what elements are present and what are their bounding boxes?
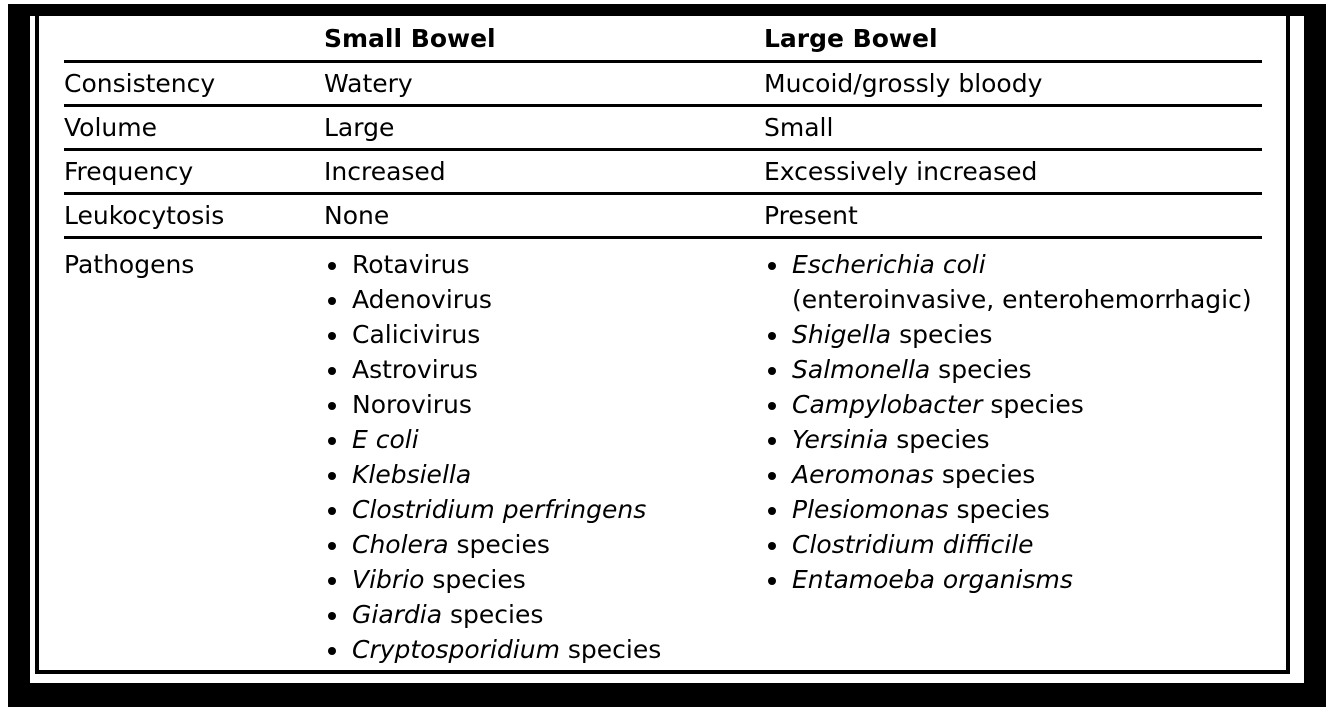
pathogen-suffix: species — [424, 565, 526, 594]
pathogen-item: Plesiomonas species — [764, 492, 1262, 527]
table-row-volume: Volume Large Small — [64, 107, 1262, 151]
pathogen-note: (enteroinvasive, enterohemorrhagic) — [792, 285, 1252, 314]
pathogen-item: Clostridium difficile — [764, 527, 1262, 562]
pathogen-item: Vibrio species — [324, 562, 764, 597]
large-bowel-value: Mucoid/grossly bloody — [764, 69, 1043, 98]
pathogen-item: Cryptosporidium species — [324, 632, 764, 667]
pathogen-name: Escherichia coli — [792, 250, 986, 279]
pathogen-name: Giardia — [352, 600, 443, 629]
pathogen-name: Salmonella — [792, 355, 931, 384]
large-bowel-pathogen-list: Escherichia coli (enteroinvasive, enteroh… — [764, 247, 1262, 597]
small-bowel-pathogen-list: Rotavirus Adenovirus Calicivirus Astrovirus… — [324, 247, 764, 667]
pathogen-item: Aeromonas species — [764, 457, 1262, 492]
pathogen-item: Calicivirus — [324, 317, 764, 352]
row-label: Volume — [64, 113, 157, 142]
small-bowel-value: Watery — [324, 69, 413, 98]
header-large-bowel: Large Bowel — [764, 24, 938, 53]
table-header-row: Small Bowel Large Bowel — [64, 20, 1262, 63]
pathogen-suffix: species — [948, 495, 1050, 524]
pathogen-suffix: Calicivirus — [352, 320, 481, 349]
table-row-consistency: Consistency Watery Mucoid/grossly bloody — [64, 63, 1262, 107]
pathogen-item: Astrovirus — [324, 352, 764, 387]
pathogen-item: E coli — [324, 422, 764, 457]
pathogen-suffix: Norovirus — [352, 390, 472, 419]
pathogen-item: Norovirus — [324, 387, 764, 422]
pathogen-item: Cholera species — [324, 527, 764, 562]
pathogen-item: Campylobacter species — [764, 387, 1262, 422]
pathogen-name: Clostridium perfringens — [352, 495, 647, 524]
pathogen-suffix: species — [930, 355, 1032, 384]
pathogen-name: Plesiomonas — [792, 495, 949, 524]
comparison-table: Small Bowel Large Bowel Consistency Wate… — [64, 20, 1262, 667]
large-bowel-value: Present — [764, 201, 858, 230]
table-row-frequency: Frequency Increased Excessively increase… — [64, 151, 1262, 195]
pathogen-suffix: species — [982, 390, 1084, 419]
pathogen-name: Campylobacter — [792, 390, 983, 419]
small-bowel-value: None — [324, 201, 390, 230]
pathogen-suffix: species — [448, 530, 550, 559]
pathogen-item: Rotavirus — [324, 247, 764, 282]
small-bowel-value: Increased — [324, 157, 446, 186]
large-bowel-value: Excessively increased — [764, 157, 1038, 186]
pathogen-item: Klebsiella — [324, 457, 764, 492]
row-label: Consistency — [64, 69, 216, 98]
large-bowel-value: Small — [764, 113, 834, 142]
pathogen-name: Shigella — [792, 320, 892, 349]
small-bowel-value: Large — [324, 113, 395, 142]
pathogen-item: Clostridium perfringens — [324, 492, 764, 527]
pathogen-suffix: species — [933, 460, 1036, 489]
row-label: Leukocytosis — [64, 201, 225, 230]
pathogen-item: Yersinia species — [764, 422, 1262, 457]
inner-panel — [30, 16, 1304, 683]
pathogen-name: Vibrio — [352, 565, 425, 594]
pathogen-suffix: Astrovirus — [352, 355, 478, 384]
small-bowel-pathogens: Rotavirus Adenovirus Calicivirus Astrovirus… — [324, 247, 764, 667]
pathogen-item: Adenovirus — [324, 282, 764, 317]
pathogen-name: Klebsiella — [352, 460, 472, 489]
pathogen-item: Escherichia coli (enteroinvasive, enteroh… — [764, 247, 1262, 317]
outer-frame — [8, 4, 1326, 707]
pathogen-suffix: Rotavirus — [352, 250, 470, 279]
row-label: Frequency — [64, 157, 194, 186]
pathogen-suffix: species — [888, 425, 990, 454]
row-label: Pathogens — [64, 250, 195, 279]
pathogen-item: Giardia species — [324, 597, 764, 632]
header-small-bowel: Small Bowel — [324, 24, 496, 53]
pathogen-suffix: Adenovirus — [352, 285, 492, 314]
pathogen-item: Entamoeba organisms — [764, 562, 1262, 597]
pathogen-suffix: species — [891, 320, 993, 349]
pathogen-name: Aeromonas — [792, 460, 934, 489]
pathogen-name: Yersinia — [792, 425, 889, 454]
table-row-pathogens: Pathogens Rotavirus Adenovirus Calicivirus… — [64, 239, 1262, 667]
table-row-leukocytosis: Leukocytosis None Present — [64, 195, 1262, 239]
panel-border — [35, 16, 1290, 674]
large-bowel-pathogens: Escherichia coli (enteroinvasive, enteroh… — [764, 247, 1262, 667]
pathogen-suffix: species — [559, 635, 662, 664]
pathogen-name: Entamoeba organisms — [792, 565, 1073, 594]
pathogen-name: Clostridium difficile — [792, 530, 1034, 559]
pathogen-item: Salmonella species — [764, 352, 1262, 387]
pathogen-item: Shigella species — [764, 317, 1262, 352]
pathogen-suffix: species — [442, 600, 544, 629]
pathogen-name: Cryptosporidium — [352, 635, 560, 664]
pathogen-name: E coli — [352, 425, 419, 454]
pathogen-name: Cholera — [352, 530, 449, 559]
